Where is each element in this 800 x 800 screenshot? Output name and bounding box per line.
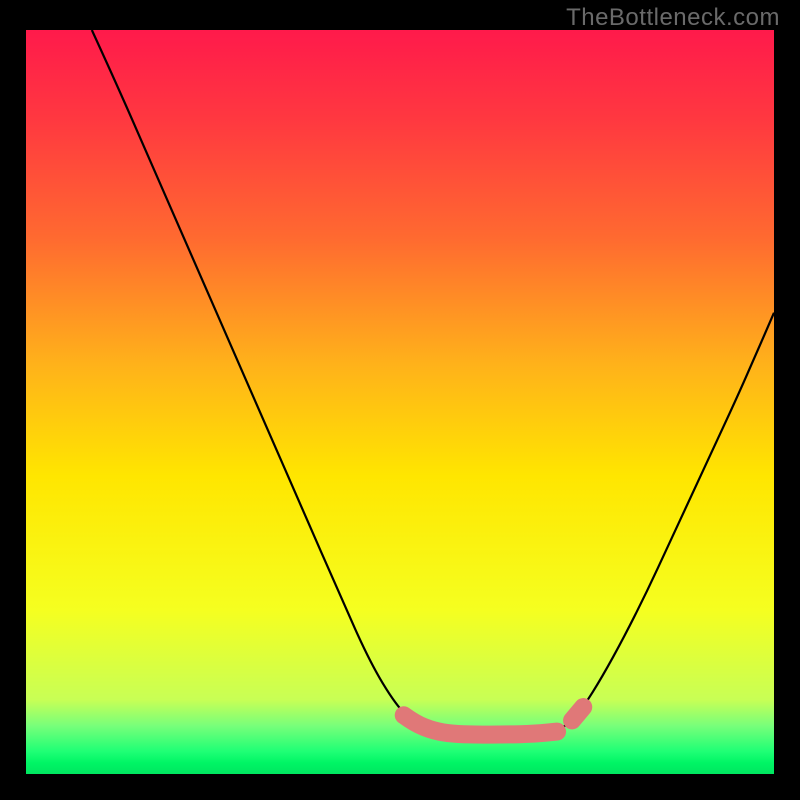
- frame-bottom: [0, 774, 800, 800]
- gradient-background: [26, 30, 774, 774]
- frame-left: [0, 0, 26, 800]
- bottleneck-chart: [0, 0, 800, 800]
- watermark-text: TheBottleneck.com: [566, 4, 780, 32]
- frame-right: [774, 0, 800, 800]
